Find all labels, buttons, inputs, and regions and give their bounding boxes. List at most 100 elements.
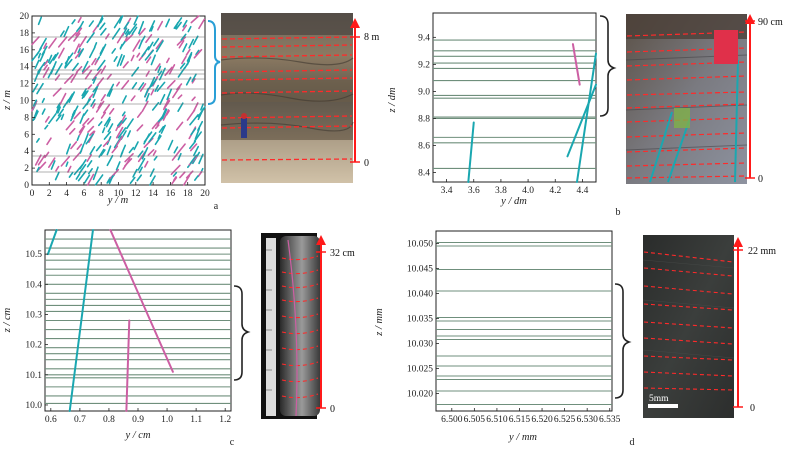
y-tick-label: 2 bbox=[24, 164, 29, 174]
fracture-segment bbox=[100, 65, 107, 74]
fracture-segment bbox=[150, 89, 155, 96]
y-tick-label: 8.6 bbox=[418, 141, 430, 151]
scale-top-label-c: 32 cm bbox=[330, 248, 355, 259]
fracture-segment bbox=[95, 100, 105, 113]
fracture-segment bbox=[136, 124, 144, 132]
fracture-segment bbox=[103, 116, 111, 127]
scale-top-label-d: 22 mm bbox=[748, 246, 776, 257]
fracture-segment bbox=[52, 52, 59, 61]
fracture-segment bbox=[193, 48, 203, 59]
fracture-segment bbox=[158, 70, 163, 76]
fracture-segment bbox=[43, 64, 48, 71]
fracture-segment bbox=[118, 15, 124, 24]
fracture-segment bbox=[170, 164, 181, 176]
fracture-segment bbox=[44, 124, 49, 130]
fracture-segment bbox=[78, 35, 87, 48]
fracture-segment bbox=[177, 152, 182, 161]
fracture-segment bbox=[108, 88, 113, 98]
y-tick-label: 10.040 bbox=[407, 290, 433, 300]
x-tick-label: 8 bbox=[99, 189, 104, 199]
fracture-segment bbox=[88, 20, 95, 27]
fracture-segment bbox=[102, 140, 110, 147]
x-tick-label: 1.2 bbox=[219, 415, 231, 425]
fracture-segment bbox=[31, 36, 40, 46]
fracture-segment bbox=[76, 135, 80, 141]
fracture-line bbox=[125, 319, 131, 412]
y-tick-label: 14 bbox=[20, 63, 30, 73]
fracture-line bbox=[68, 229, 94, 412]
fracture-segment bbox=[168, 64, 176, 75]
x-tick-label: 6.510 bbox=[486, 415, 508, 425]
fracture-segment bbox=[100, 149, 106, 157]
fracture-segment bbox=[139, 83, 147, 92]
fracture-segment bbox=[55, 114, 62, 122]
fracture-segment bbox=[160, 124, 166, 134]
layer-lines-b bbox=[433, 39, 596, 170]
fracture-segment bbox=[172, 86, 181, 99]
fracture-segment bbox=[182, 43, 188, 53]
y-axis-label-c: z / cm bbox=[2, 307, 13, 333]
fracture-segment bbox=[37, 52, 42, 59]
x-axis-label-a: y / m bbox=[107, 195, 129, 206]
dashed-layers-c bbox=[281, 255, 319, 399]
x-tick-label: 0.7 bbox=[74, 415, 86, 425]
bracket-d bbox=[614, 283, 632, 399]
scale-bottom-label-a: 0 bbox=[364, 158, 369, 169]
x-tick-label: 6.505 bbox=[464, 415, 486, 425]
fracture-segment bbox=[99, 22, 106, 31]
scale-top-label-a: 8 m bbox=[364, 32, 380, 43]
x-axis-label-b: y / dm bbox=[500, 196, 527, 207]
fracture-segment bbox=[59, 30, 65, 37]
fracture-segment bbox=[36, 137, 40, 143]
y-tick-label: 10.020 bbox=[407, 390, 433, 400]
fracture-segment bbox=[149, 175, 156, 186]
fracture-segment bbox=[187, 25, 192, 33]
fracture-segment bbox=[189, 140, 197, 150]
fracture-segment bbox=[116, 135, 124, 146]
fracture-segment bbox=[123, 21, 130, 30]
x-tick-label: 0.8 bbox=[103, 415, 115, 425]
y-tick-label: 20 bbox=[20, 12, 30, 22]
fracture-segment bbox=[122, 61, 129, 69]
fracture-segment bbox=[177, 102, 184, 112]
fracture-segment bbox=[197, 170, 203, 178]
fracture-segment bbox=[43, 60, 49, 67]
x-tick-label: 6 bbox=[82, 189, 87, 199]
fracture-line bbox=[109, 229, 174, 373]
fracture-segment bbox=[174, 22, 179, 30]
fracture-segment bbox=[115, 126, 124, 139]
fracture-segment bbox=[54, 171, 60, 181]
x-tick-label: 20 bbox=[200, 189, 210, 199]
fracture-segment bbox=[182, 19, 188, 28]
fracture-segment bbox=[117, 122, 123, 128]
fracture-line bbox=[575, 52, 597, 183]
panel-letter-b: b bbox=[616, 207, 621, 218]
fracture-segment bbox=[70, 111, 76, 122]
x-axis-label-d: y / mm bbox=[508, 432, 537, 443]
y-axis-label-a: z / m bbox=[2, 90, 13, 111]
fracture-segment bbox=[65, 143, 71, 155]
fracture-segment bbox=[94, 174, 104, 186]
fracture-segment bbox=[42, 67, 50, 79]
x-tick-label: 10 bbox=[114, 189, 124, 199]
fracture-segment bbox=[121, 111, 126, 117]
fracture-segment bbox=[130, 54, 135, 62]
fracture-segment bbox=[73, 111, 82, 120]
fracture-segment bbox=[194, 175, 199, 181]
x-tick-label: 1.1 bbox=[190, 415, 202, 425]
x-tick-label: 4.4 bbox=[576, 186, 588, 196]
fracture-segment bbox=[131, 82, 138, 90]
fracture-segment bbox=[113, 16, 123, 29]
fracture-segment bbox=[198, 18, 206, 30]
x-tick-label: 3.4 bbox=[441, 186, 453, 196]
fracture-segment bbox=[132, 168, 138, 178]
scale-bottom-label-b: 0 bbox=[758, 174, 763, 185]
fracture-segment bbox=[83, 174, 91, 184]
panel-letter-d: d bbox=[630, 437, 635, 448]
bracket-a bbox=[207, 20, 221, 105]
fracture-segment bbox=[154, 124, 160, 130]
fracture-segment bbox=[182, 174, 191, 186]
fracture-segment bbox=[150, 54, 156, 66]
outcrop-photo-b bbox=[625, 14, 748, 184]
fracture-segment bbox=[89, 130, 95, 137]
